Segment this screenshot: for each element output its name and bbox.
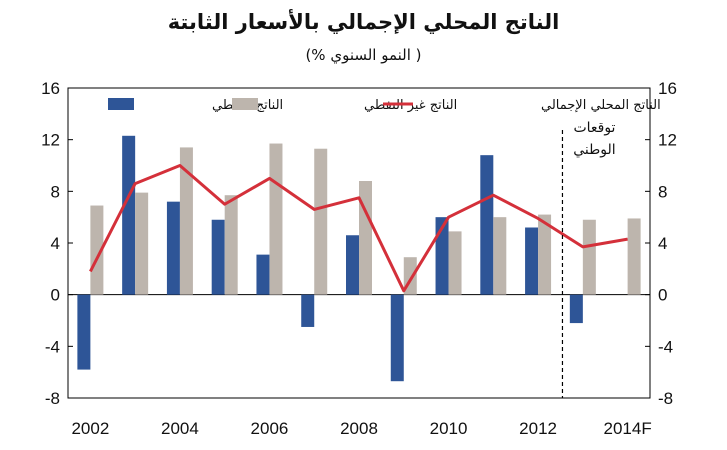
non-oil-gdp-bar (314, 148, 328, 295)
non-oil-gdp-bar (627, 218, 641, 295)
non-oil-gdp-bar (538, 214, 552, 295)
oil-gdp-bar (301, 294, 315, 327)
forecast-label: توقعات (573, 120, 615, 136)
non-oil-gdp-bar (224, 195, 238, 295)
x-tick-label: 2014F (604, 419, 652, 438)
x-tick-label: 2010 (430, 419, 468, 438)
y-tick-label-right: 16 (658, 79, 677, 98)
x-tick-label: 2002 (71, 419, 109, 438)
x-tick-label: 2012 (519, 419, 557, 438)
chart-title: الناتج المحلي الإجمالي بالأسعار الثابتة (167, 10, 560, 34)
forecast-label: الوطني (573, 142, 615, 158)
oil-gdp-bar (480, 155, 494, 295)
non-oil-gdp-bar (582, 219, 596, 295)
y-tick-label-right: 0 (658, 286, 667, 305)
y-tick-label-right: 4 (658, 234, 667, 253)
y-tick-label-right: -4 (658, 337, 673, 356)
oil-gdp-bar (122, 135, 136, 295)
oil-gdp-bar (211, 219, 225, 295)
y-tick-label-right: 8 (658, 182, 667, 201)
total-gdp-line (89, 164, 628, 293)
oil-gdp-bar (569, 294, 583, 324)
y-tick-label-left: 16 (41, 79, 60, 98)
y-tick-label-left: -8 (45, 389, 60, 408)
legend-swatch (232, 98, 258, 110)
non-oil-gdp-bar (179, 147, 193, 295)
oil-gdp-bar (346, 235, 359, 295)
legend-swatch (108, 98, 134, 110)
y-tick-label-left: 8 (51, 182, 60, 201)
non-oil-gdp-bar (493, 217, 507, 295)
y-tick-label-left: 0 (51, 286, 60, 305)
y-tick-label-right: -8 (658, 389, 673, 408)
oil-gdp-bar (77, 294, 91, 370)
y-tick-label-left: 4 (51, 234, 60, 253)
chart-subtitle: ( النمو السنوي %) (305, 46, 422, 64)
non-oil-gdp-bar (269, 143, 283, 295)
x-tick-label: 2008 (340, 419, 378, 438)
non-oil-gdp-bar (448, 231, 462, 295)
y-tick-label-left: 12 (41, 131, 60, 150)
oil-gdp-bar (256, 254, 270, 295)
y-tick-label-right: 12 (658, 131, 677, 150)
x-tick-label: 2006 (251, 419, 289, 438)
non-oil-gdp-bar (90, 205, 104, 295)
x-tick-label: 2004 (161, 419, 199, 438)
oil-gdp-bar (166, 201, 180, 295)
oil-gdp-bar (435, 217, 449, 295)
y-tick-label-left: -4 (45, 337, 60, 356)
non-oil-gdp-bar (135, 192, 149, 295)
legend-label: الناتج المحلي الإجمالي (541, 98, 661, 113)
non-oil-gdp-bar (359, 181, 372, 295)
oil-gdp-bar (390, 294, 404, 382)
oil-gdp-bar (525, 227, 539, 295)
